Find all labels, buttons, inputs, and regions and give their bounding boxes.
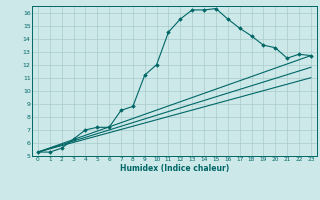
X-axis label: Humidex (Indice chaleur): Humidex (Indice chaleur) [120,164,229,173]
